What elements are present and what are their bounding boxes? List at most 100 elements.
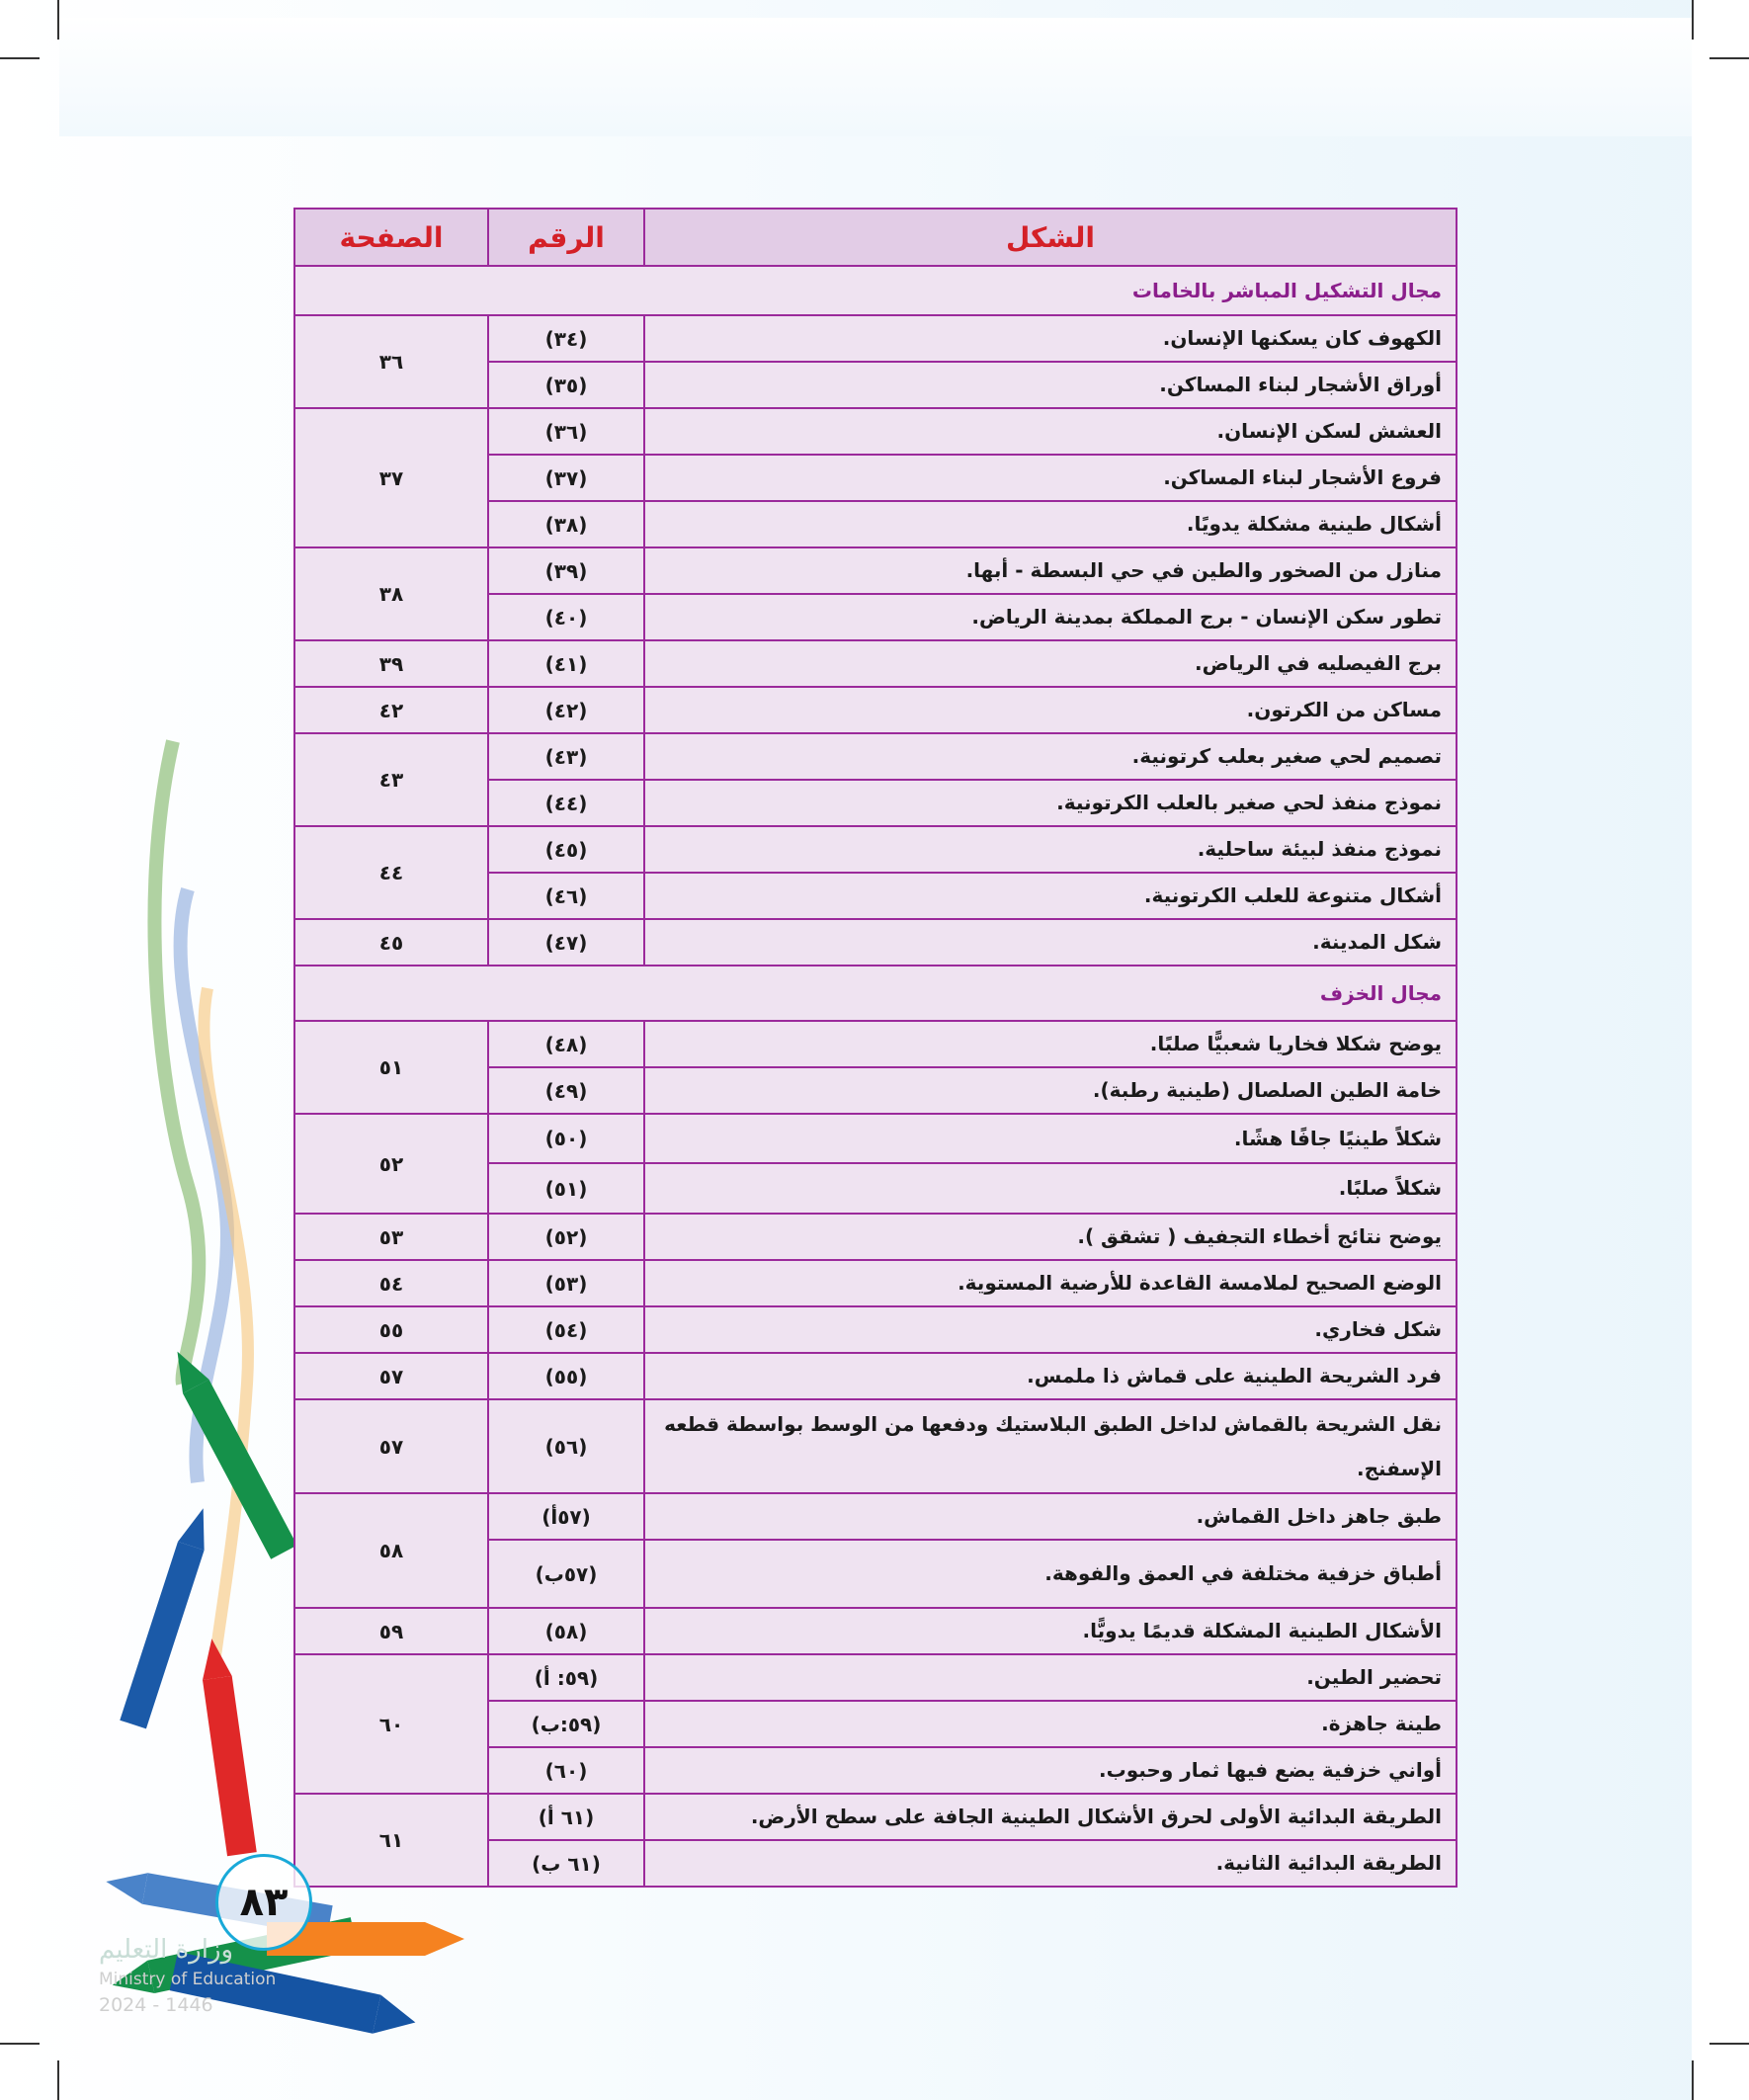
crop-mark — [1692, 0, 1694, 40]
crayons-illustration — [106, 739, 464, 2034]
figures-index-table: الشكل الرقم الصفحة مجال التشكيل المباشر … — [293, 208, 1458, 1888]
header-page: الصفحة — [293, 208, 489, 267]
figure-number: (٥٠) — [487, 1113, 645, 1164]
figure-description: أشكال متنوعة للعلب الكرتونية. — [643, 872, 1458, 920]
figure-description: تصميم لحي صغير بعلب كرتونية. — [643, 732, 1458, 781]
figure-description: أشكال طينية مشكلة يدويًا. — [643, 500, 1458, 548]
figure-number: (٦١ أ) — [487, 1793, 645, 1841]
figure-number: (٥١) — [487, 1162, 645, 1215]
table-row: تصميم لحي صغير بعلب كرتونية. (٤٣) ٤٣ — [293, 732, 1458, 827]
table-row: شكلاً طينيًا جافًا هشًا. (٥٠) ٥٢ — [293, 1113, 1458, 1215]
page-reference: ٥٨ — [293, 1492, 489, 1609]
table-row: فرد الشريحة الطينية على قماش ذا ملمس. (٥٥… — [293, 1352, 1458, 1400]
header-number: الرقم — [487, 208, 645, 267]
figure-description: خامة الطين الصلصال (طينية رطبة). — [643, 1066, 1458, 1115]
figure-number: (٣٧) — [487, 454, 645, 502]
figure-description: الوضع الصحيح لملامسة القاعدة للأرضية الم… — [643, 1259, 1458, 1307]
page-number: ٨٣ — [215, 1854, 312, 1951]
table-row: برج الفيصليه في الرياض. (٤١) ٣٩ — [293, 639, 1458, 688]
figure-description: الكهوف كان يسكنها الإنسان. — [643, 314, 1458, 363]
figure-description: الأشكال الطينية المشكلة قديمًا يدويًّا. — [643, 1607, 1458, 1655]
figure-description: الطريقة البدائية الأولى لحرق الأشكال الط… — [643, 1793, 1458, 1841]
table-row: أطباق خزفية مختلفة في العمق والفوهة. (٥٧ب… — [294, 1539, 1458, 1609]
page-reference: ٥٤ — [293, 1259, 489, 1307]
watermark-english: Ministry of Education — [99, 1970, 277, 1989]
page-reference: ٣٩ — [293, 639, 489, 688]
page-reference: ٥٣ — [293, 1213, 489, 1261]
figure-description: طينة جاهزة. — [643, 1700, 1458, 1748]
table-row: منازل من الصخور والطين في حي البسطة - أب… — [293, 546, 1458, 641]
figure-description: نموذج منفذ لبيئة ساحلية. — [643, 825, 1458, 874]
figure-description: أوراق الأشجار لبناء المساكن. — [643, 361, 1458, 409]
figure-number: (٥٥) — [487, 1352, 645, 1400]
table-header-row: الشكل الرقم الصفحة — [293, 208, 1458, 267]
page-background — [59, 18, 1692, 136]
table-row: العشش لسكن الإنسان. (٣٦) ٣٧ — [293, 407, 1458, 548]
page-reference: ٣٧ — [293, 407, 489, 548]
figure-number: (٣٩) — [487, 546, 645, 595]
figure-number: (٤٩) — [487, 1066, 645, 1115]
figure-description: شكل المدينة. — [643, 918, 1458, 966]
table-row: شكل فخاري. (٥٤) ٥٥ — [293, 1305, 1458, 1354]
figure-number: (٤٣) — [487, 732, 645, 781]
figure-description: مساكن من الكرتون. — [643, 686, 1458, 734]
figure-number: (٤٢) — [487, 686, 645, 734]
page-reference: ٥١ — [293, 1020, 489, 1115]
page-reference: ٥٥ — [293, 1305, 489, 1354]
figure-description: شكلاً طينيًا جافًا هشًا. — [643, 1113, 1458, 1164]
page-reference: ٣٨ — [293, 546, 489, 641]
section-title: مجال التشكيل المباشر بالخامات — [293, 265, 1458, 316]
figure-description: العشش لسكن الإنسان. — [643, 407, 1458, 456]
table-row: نموذج منفذ لحي صغير بالعلب الكرتونية. (٤٤… — [294, 779, 1458, 827]
figure-description: الطريقة البدائية الثانية. — [643, 1839, 1458, 1888]
section-title: مجال الخزف — [293, 965, 1458, 1022]
figure-description: برج الفيصليه في الرياض. — [643, 639, 1458, 688]
figure-number: (٤٠) — [487, 593, 645, 641]
page-reference: ٥٧ — [293, 1352, 489, 1400]
section-row: مجال الخزف — [293, 965, 1458, 1022]
figure-description: أواني خزفية يضع فيها ثمار وحبوب. — [643, 1746, 1458, 1795]
figure-number: (٥٦) — [487, 1398, 645, 1494]
table-row: تطور سكن الإنسان - برج المملكة بمدينة ال… — [294, 593, 1458, 641]
page-reference: ٦٠ — [293, 1653, 489, 1795]
crop-mark — [57, 0, 59, 40]
figure-number: (٥٩: أ) — [487, 1653, 645, 1702]
crop-mark — [1709, 57, 1749, 59]
figure-description: فروع الأشجار لبناء المساكن. — [643, 454, 1458, 502]
figure-description: أطباق خزفية مختلفة في العمق والفوهة. — [643, 1539, 1458, 1609]
table-row: أواني خزفية يضع فيها ثمار وحبوب. (٦٠) — [294, 1746, 1458, 1795]
table-row: نموذج منفذ لبيئة ساحلية. (٤٥) ٤٤ — [293, 825, 1458, 920]
page-reference: ٤٢ — [293, 686, 489, 734]
table-row: تحضير الطين. (٥٩: أ) ٦٠ — [293, 1653, 1458, 1795]
page-margin — [1692, 0, 1749, 2100]
figure-number: (٤٦) — [487, 872, 645, 920]
table-row: الأشكال الطينية المشكلة قديمًا يدويًّا.(… — [293, 1607, 1458, 1655]
crop-mark — [0, 2043, 40, 2045]
figure-number: (٤٥) — [487, 825, 645, 874]
figure-description: يوضح نتائج أخطاء التجفيف ( تشقق ). — [643, 1213, 1458, 1261]
table-row: شكلاً صلبًا. (٥١) — [294, 1162, 1458, 1215]
figure-number: (٥٨) — [487, 1607, 645, 1655]
table-row: يوضح شكلا فخاريا شعبيًّا صلبًا. (٤٨) ٥١ — [293, 1020, 1458, 1115]
figure-number: (٣٥) — [487, 361, 645, 409]
figure-number: (٤٤) — [487, 779, 645, 827]
figure-number: (٥٧أ) — [487, 1492, 645, 1541]
figure-number: (٤٨) — [487, 1020, 645, 1068]
table-row: أشكال متنوعة للعلب الكرتونية. (٤٦) — [294, 872, 1458, 920]
page-reference: ٣٦ — [293, 314, 489, 409]
page-reference: ٥٩ — [293, 1607, 489, 1655]
figure-description: شكلاً صلبًا. — [643, 1162, 1458, 1215]
watermark-year: 2024 - 1446 — [99, 1994, 213, 2016]
table-row: طينة جاهزة. (٥٩:ب) — [294, 1700, 1458, 1748]
figure-description: تحضير الطين. — [643, 1653, 1458, 1702]
page-reference: ٥٧ — [293, 1398, 489, 1494]
table-row: الوضع الصحيح لملامسة القاعدة للأرضية الم… — [293, 1259, 1458, 1307]
header-shape: الشكل — [643, 208, 1458, 267]
table-row: أوراق الأشجار لبناء المساكن. (٣٥) — [294, 361, 1458, 409]
table-row: الطريقة البدائية الثانية. (٦١ ب) — [294, 1839, 1458, 1888]
figure-number: (٤١) — [487, 639, 645, 688]
crop-mark — [1709, 2043, 1749, 2045]
table-row: يوضح نتائج أخطاء التجفيف ( تشقق ). (٥٢) ٥٣ — [293, 1213, 1458, 1261]
figure-description: شكل فخاري. — [643, 1305, 1458, 1354]
page-reference: ٤٤ — [293, 825, 489, 920]
